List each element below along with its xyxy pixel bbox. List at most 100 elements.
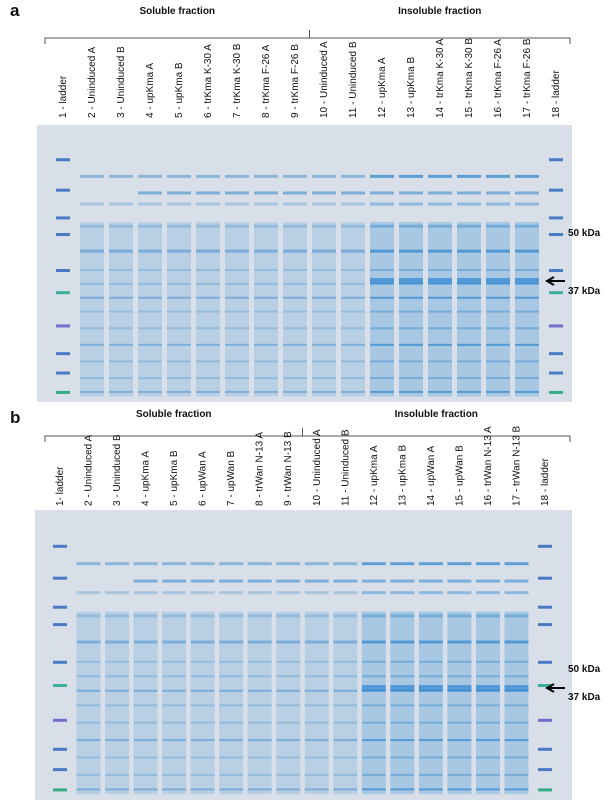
lane-smear	[283, 221, 307, 397]
band	[133, 756, 158, 759]
band	[370, 310, 394, 313]
band	[190, 773, 215, 776]
band	[399, 174, 423, 178]
band	[133, 704, 158, 707]
band	[399, 202, 423, 206]
lane-label: 16 - trKma F-26 A	[493, 39, 504, 118]
band	[162, 640, 187, 644]
band	[283, 310, 307, 313]
band	[138, 282, 162, 285]
ladder-band	[549, 291, 563, 295]
band	[133, 562, 158, 566]
band	[428, 278, 452, 284]
band	[247, 614, 272, 618]
band	[276, 739, 301, 742]
band	[312, 282, 336, 285]
band	[225, 269, 249, 272]
band	[486, 278, 510, 284]
band	[304, 773, 329, 776]
band	[486, 202, 510, 206]
band	[196, 224, 220, 228]
band	[390, 704, 415, 707]
ladder-band	[538, 623, 552, 627]
band	[283, 282, 307, 285]
band	[109, 202, 133, 206]
ladder-band	[53, 544, 67, 548]
band	[399, 343, 423, 346]
band	[247, 579, 272, 583]
lane-smear	[428, 221, 452, 397]
ladder-band	[549, 158, 563, 162]
band	[475, 640, 500, 644]
band	[80, 174, 104, 178]
lane-label: 14 - trKma K-30 A	[435, 38, 446, 118]
band	[196, 343, 220, 346]
band	[486, 224, 510, 228]
band	[219, 562, 244, 566]
panel-label: b	[10, 408, 20, 427]
band	[254, 191, 278, 195]
band	[105, 788, 130, 791]
lane-label: 4 - upKma A	[145, 63, 156, 118]
band	[504, 788, 529, 791]
band	[167, 296, 191, 299]
band	[504, 704, 529, 707]
band	[428, 343, 452, 346]
lane-label: 3 - Uninduced B	[116, 46, 127, 118]
band	[447, 704, 472, 707]
band	[167, 310, 191, 313]
ladder-band	[53, 768, 67, 772]
ladder-band	[56, 233, 70, 237]
band	[219, 614, 244, 618]
band	[486, 249, 510, 253]
band	[190, 562, 215, 566]
band	[428, 249, 452, 253]
band	[304, 640, 329, 644]
lane-smear	[138, 221, 162, 397]
band	[312, 202, 336, 206]
band	[475, 739, 500, 742]
band	[196, 377, 220, 380]
band	[247, 721, 272, 724]
band	[428, 224, 452, 228]
band	[304, 756, 329, 759]
band	[162, 704, 187, 707]
lane-smear	[341, 221, 365, 397]
lane-label: 6 - upWan A	[198, 451, 209, 506]
band	[254, 327, 278, 330]
band	[361, 704, 386, 707]
band	[333, 756, 358, 759]
band	[80, 343, 104, 346]
band	[333, 640, 358, 644]
band	[486, 343, 510, 346]
band	[486, 191, 510, 195]
band	[486, 377, 510, 380]
lane-smear	[80, 221, 104, 397]
band	[304, 675, 329, 678]
lane-label: 5 - upKma B	[169, 450, 180, 506]
band	[457, 360, 481, 363]
band	[167, 282, 191, 285]
band	[247, 562, 272, 566]
band	[447, 660, 472, 663]
band	[138, 296, 162, 299]
lane-smear	[162, 611, 187, 795]
band	[219, 773, 244, 776]
band	[341, 296, 365, 299]
band	[283, 390, 307, 393]
band	[486, 296, 510, 299]
band	[341, 174, 365, 178]
band	[138, 249, 162, 253]
lane-label: 18 - ladder	[540, 458, 551, 506]
panel-label: a	[10, 1, 20, 20]
lane-label: 12 - upKma A	[369, 445, 380, 506]
lane-label: 13 - upKma B	[406, 57, 417, 118]
band	[370, 296, 394, 299]
band	[196, 269, 220, 272]
band	[167, 377, 191, 380]
ladder-band	[549, 390, 563, 394]
lane-label: 2 - Uninduced A	[87, 47, 98, 118]
band	[76, 689, 101, 692]
band	[190, 704, 215, 707]
band	[370, 360, 394, 363]
